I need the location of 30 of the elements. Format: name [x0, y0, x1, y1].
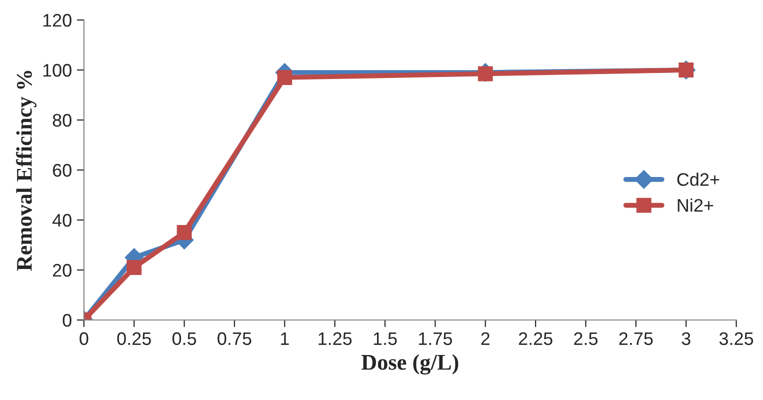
y-axis-title: Removal Efficincy %	[16, 70, 36, 271]
legend-label: Cd2+	[677, 172, 720, 186]
x-tick-label: 1.25	[318, 332, 352, 346]
x-tick-label: 1.75	[419, 332, 452, 346]
y-tick-label: 20	[52, 264, 72, 277]
x-axis-title: Dose (g/L)	[361, 354, 458, 375]
point	[176, 225, 192, 240]
y-tick-label: 80	[52, 114, 72, 127]
x-tick-label: 0.25	[117, 332, 151, 346]
point	[478, 66, 493, 82]
x-tick-label: 1	[281, 332, 289, 345]
point	[126, 260, 142, 275]
x-tick-label: 2.75	[619, 332, 653, 346]
y-tick-label: 100	[43, 64, 72, 77]
point	[678, 62, 694, 78]
x-tick-label: 0.75	[218, 332, 252, 346]
x-tick-label: 3	[682, 332, 690, 346]
x-tick-label: 0.5	[172, 332, 196, 346]
y-tick-label: 60	[52, 164, 72, 177]
legend-label: Ni2+	[678, 198, 714, 212]
y-tick-label: 120	[43, 14, 72, 27]
x-tick-label: 3.25	[719, 332, 754, 346]
x-tick-label: 0	[80, 332, 88, 346]
x-tick-label: 2	[481, 332, 490, 345]
y-tick-label: 40	[52, 214, 72, 227]
x-tick-label: 2.25	[518, 332, 552, 346]
y-tick-label: 0	[62, 314, 72, 327]
x-tick-label: 2.5	[574, 332, 598, 346]
point	[277, 70, 292, 85]
x-tick-label: 1.5	[374, 332, 397, 346]
